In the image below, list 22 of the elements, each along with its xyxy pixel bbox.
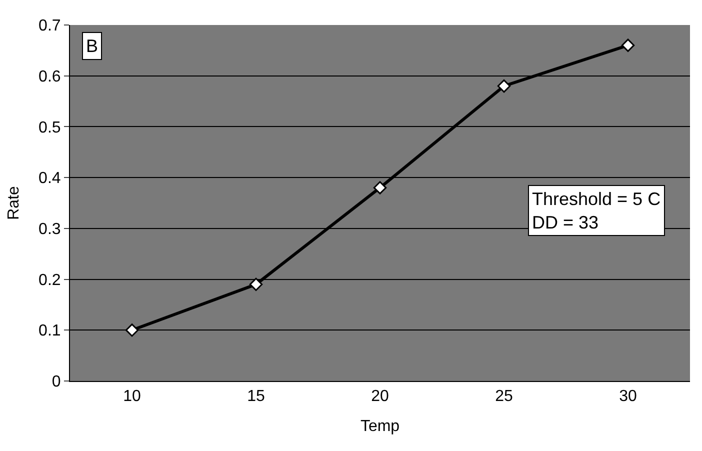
y-tick-label: 0.1 bbox=[38, 322, 61, 340]
y-tick-label: 0.3 bbox=[38, 221, 61, 238]
annotation: Threshold = 5 C DD = 33 bbox=[532, 189, 661, 232]
y-axis-title: Rate bbox=[5, 186, 22, 220]
point bbox=[125, 324, 139, 337]
x-axis-title: Temp bbox=[360, 418, 400, 435]
x-tick-label: 20 bbox=[371, 388, 389, 406]
point bbox=[249, 278, 263, 291]
x-tick-label: 30 bbox=[619, 388, 637, 406]
y-tick-label: 0.6 bbox=[38, 68, 61, 86]
y-tick-label: 0 bbox=[52, 374, 61, 391]
point bbox=[497, 79, 511, 93]
y-tick-label: 0.4 bbox=[38, 170, 61, 188]
point bbox=[621, 38, 635, 52]
point bbox=[373, 181, 387, 194]
annotation: B bbox=[86, 36, 98, 56]
y-tick-label: 0.2 bbox=[38, 272, 61, 289]
y-tick-label: 0.7 bbox=[38, 18, 61, 35]
x-tick-label: 10 bbox=[123, 388, 141, 406]
y-tick-label: 0.5 bbox=[38, 119, 61, 136]
x-tick-label: 25 bbox=[495, 388, 513, 406]
x-tick-label: 15 bbox=[247, 388, 265, 406]
